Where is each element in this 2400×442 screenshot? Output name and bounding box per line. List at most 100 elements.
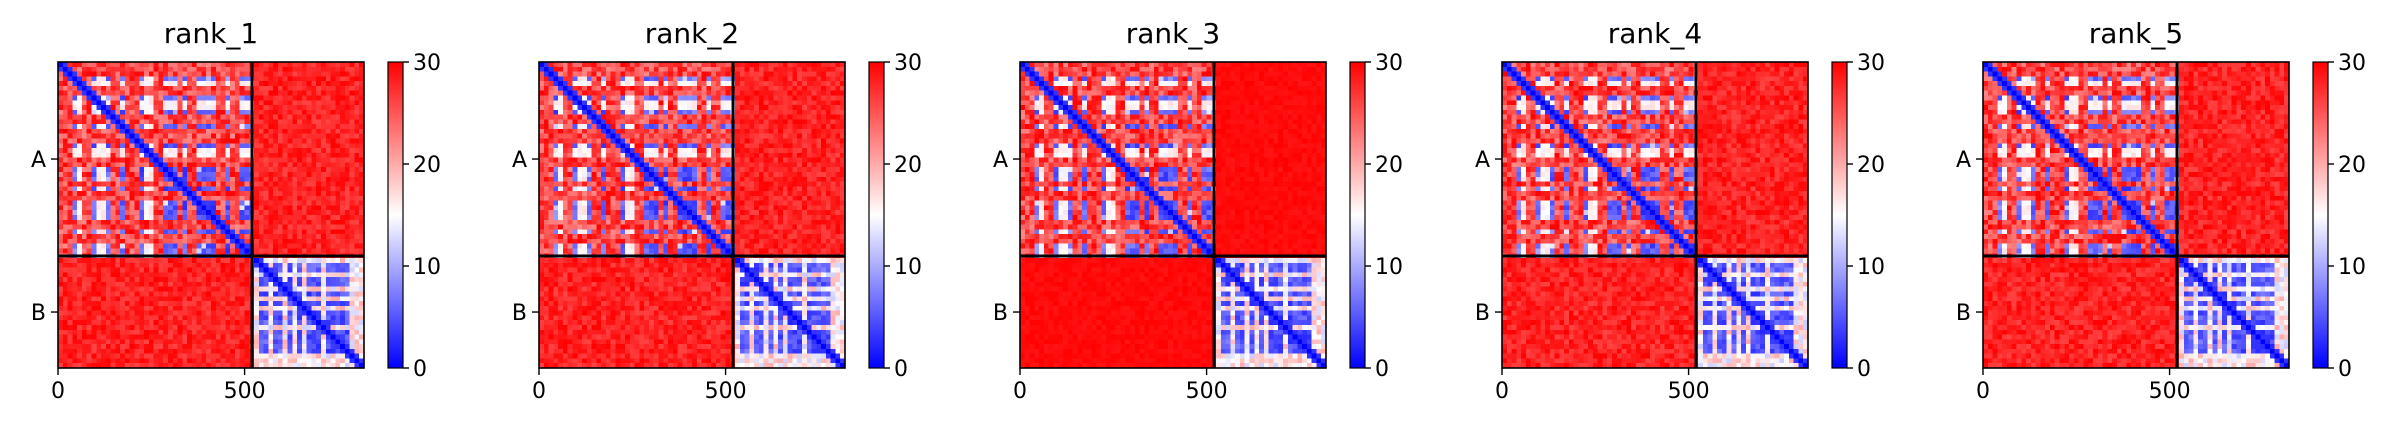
heatmap-cell bbox=[68, 335, 73, 340]
heatmap-cell bbox=[144, 167, 149, 172]
heatmap-cell bbox=[115, 191, 120, 196]
heatmap-cell bbox=[77, 182, 82, 187]
heatmap-cell bbox=[173, 335, 178, 340]
heatmap-cell bbox=[178, 196, 183, 201]
heatmap-cell bbox=[297, 134, 302, 139]
heatmap-cell bbox=[268, 148, 273, 153]
heatmap-cell bbox=[173, 124, 178, 129]
heatmap-cell bbox=[311, 143, 316, 148]
heatmap-cell bbox=[163, 277, 168, 282]
heatmap-cell bbox=[302, 129, 307, 134]
heatmap-cell bbox=[539, 81, 544, 86]
heatmap-cell bbox=[240, 158, 245, 163]
heatmap-cell bbox=[63, 330, 68, 335]
heatmap-cell bbox=[235, 258, 240, 263]
heatmap-cell bbox=[187, 172, 192, 177]
heatmap-cell bbox=[316, 182, 321, 187]
heatmap-cell bbox=[254, 292, 259, 297]
heatmap-cell bbox=[288, 287, 293, 292]
heatmap-cell bbox=[244, 210, 249, 215]
heatmap-cell bbox=[244, 201, 249, 206]
heatmap-cell bbox=[182, 311, 187, 316]
heatmap-cell bbox=[635, 110, 640, 115]
heatmap-cell bbox=[230, 201, 235, 206]
heatmap-cell bbox=[240, 86, 245, 91]
heatmap-cell bbox=[725, 124, 730, 129]
heatmap-cell bbox=[302, 239, 307, 244]
heatmap-cell bbox=[96, 162, 101, 167]
heatmap-cell bbox=[326, 220, 331, 225]
heatmap-cell bbox=[192, 210, 197, 215]
heatmap-cell bbox=[297, 292, 302, 297]
heatmap-cell bbox=[316, 115, 321, 120]
heatmap-cell bbox=[721, 91, 726, 96]
heatmap-cell bbox=[163, 76, 168, 81]
heatmap-cell bbox=[254, 143, 259, 148]
heatmap-cell bbox=[101, 325, 106, 330]
heatmap-cell bbox=[111, 315, 116, 320]
heatmap-cell bbox=[72, 277, 77, 282]
heatmap-cell bbox=[163, 358, 168, 363]
heatmap-cell bbox=[178, 134, 183, 139]
heatmap-cell bbox=[345, 301, 350, 306]
heatmap-cell bbox=[292, 325, 297, 330]
heatmap-cell bbox=[240, 258, 245, 263]
heatmap-cell bbox=[625, 81, 630, 86]
heatmap-cell bbox=[630, 72, 635, 77]
heatmap-cell bbox=[72, 139, 77, 144]
heatmap-cell bbox=[326, 225, 331, 230]
heatmap-cell bbox=[316, 282, 321, 287]
heatmap-cell bbox=[111, 325, 116, 330]
heatmap-cell bbox=[111, 177, 116, 182]
heatmap-cell bbox=[725, 115, 730, 120]
heatmap-cell bbox=[163, 129, 168, 134]
heatmap-cell bbox=[278, 263, 283, 268]
heatmap-cell bbox=[111, 335, 116, 340]
heatmap-cell bbox=[221, 158, 226, 163]
heatmap-cell bbox=[821, 86, 826, 91]
heatmap-cell bbox=[711, 95, 716, 100]
heatmap-cell bbox=[273, 182, 278, 187]
heatmap-cell bbox=[630, 100, 635, 105]
heatmap-cell bbox=[96, 196, 101, 201]
heatmap-cell bbox=[173, 162, 178, 167]
heatmap-cell bbox=[201, 139, 206, 144]
heatmap-cell bbox=[254, 172, 259, 177]
heatmap-cell bbox=[111, 287, 116, 292]
heatmap-cell bbox=[206, 325, 211, 330]
heatmap-cell bbox=[268, 215, 273, 220]
heatmap-cell bbox=[340, 244, 345, 249]
heatmap-cell bbox=[292, 287, 297, 292]
heatmap-cell bbox=[572, 119, 577, 124]
heatmap-cell bbox=[178, 191, 183, 196]
heatmap-cell bbox=[663, 100, 668, 105]
heatmap-cell bbox=[292, 110, 297, 115]
heatmap-cell bbox=[735, 115, 740, 120]
heatmap-cell bbox=[106, 81, 111, 86]
heatmap-cell bbox=[326, 115, 331, 120]
heatmap-cell bbox=[197, 201, 202, 206]
heatmap-cell bbox=[297, 191, 302, 196]
heatmap-cell bbox=[211, 124, 216, 129]
heatmap-cell bbox=[568, 67, 573, 72]
heatmap-cell bbox=[331, 191, 336, 196]
heatmap-cell bbox=[120, 143, 125, 148]
heatmap-cell bbox=[321, 349, 326, 354]
heatmap-cell bbox=[68, 282, 73, 287]
heatmap-cell bbox=[115, 182, 120, 187]
heatmap-cell bbox=[668, 110, 673, 115]
heatmap-cell bbox=[154, 153, 159, 158]
heatmap-cell bbox=[264, 301, 269, 306]
heatmap-cell bbox=[288, 301, 293, 306]
heatmap-cell bbox=[659, 62, 664, 67]
heatmap-cell bbox=[644, 119, 649, 124]
heatmap-cell bbox=[139, 248, 144, 253]
heatmap-cell bbox=[63, 210, 68, 215]
heatmap-cell bbox=[297, 315, 302, 320]
heatmap-cell bbox=[749, 67, 754, 72]
heatmap-cell bbox=[749, 119, 754, 124]
heatmap-cell bbox=[311, 134, 316, 139]
heatmap-cell bbox=[340, 205, 345, 210]
heatmap-cell bbox=[321, 72, 326, 77]
heatmap-cell bbox=[178, 110, 183, 115]
